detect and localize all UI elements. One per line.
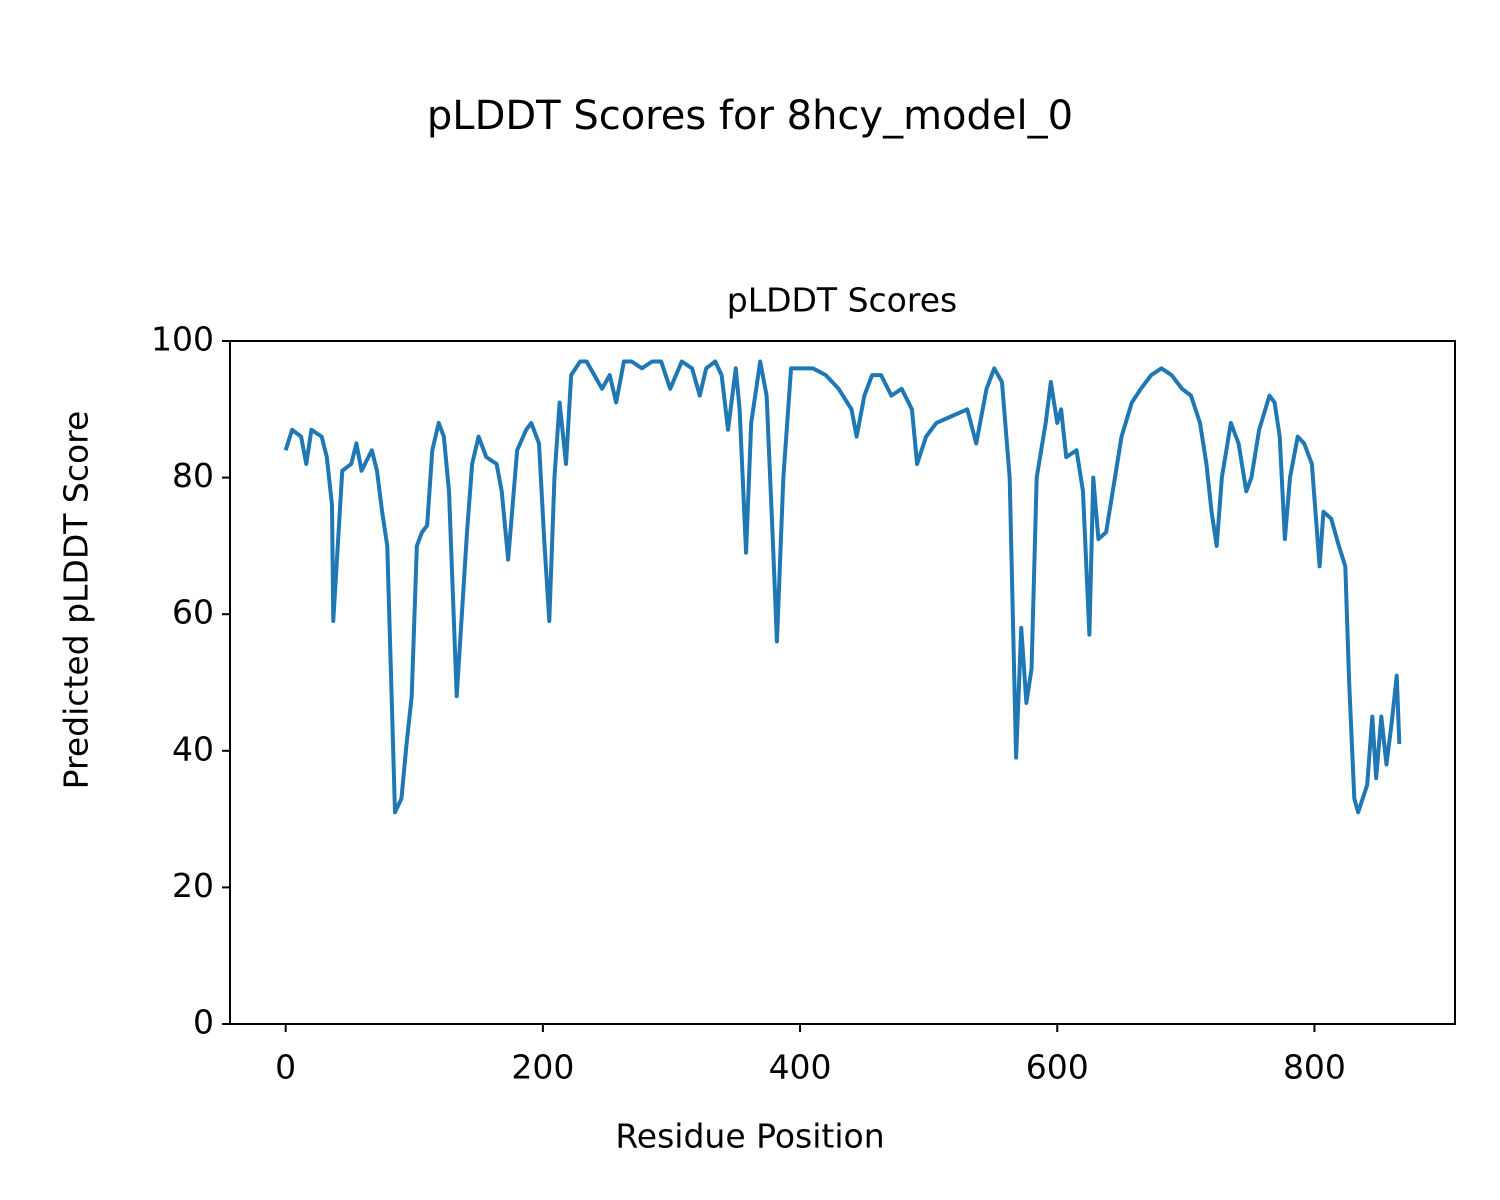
y-axis-label: Predicted pLDDT Score — [57, 411, 96, 790]
x-tick-label: 600 — [1026, 1048, 1089, 1087]
y-tick-label: 80 — [172, 456, 214, 495]
y-tick-label: 40 — [172, 729, 214, 768]
axes-title: pLDDT Scores — [727, 281, 957, 320]
x-tick-label: 0 — [275, 1048, 296, 1087]
y-tick-label: 0 — [193, 1003, 214, 1042]
x-axis-label: Residue Position — [615, 1117, 884, 1156]
y-tick-label: 100 — [151, 320, 214, 359]
line-series — [283, 359, 1402, 815]
y-tick-label: 20 — [172, 866, 214, 905]
x-tick-label: 800 — [1283, 1048, 1346, 1087]
x-tick-label: 400 — [769, 1048, 832, 1087]
y-tick-label: 60 — [172, 593, 214, 632]
plot-frame — [229, 340, 1456, 1025]
x-tick-label: 200 — [511, 1048, 574, 1087]
figure-title: pLDDT Scores for 8hcy_model_0 — [427, 93, 1073, 139]
